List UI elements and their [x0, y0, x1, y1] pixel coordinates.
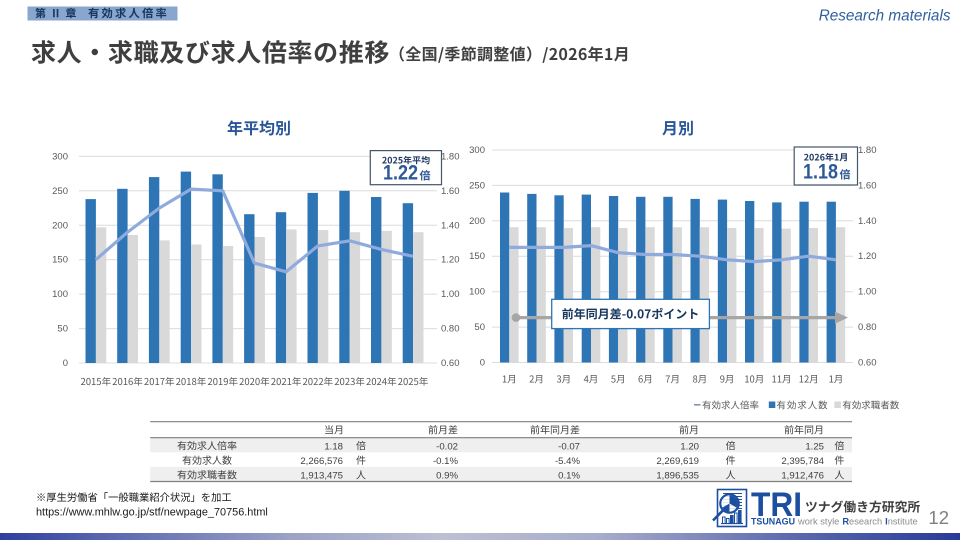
svg-text:1.80: 1.80: [441, 151, 460, 162]
svg-text:1.20: 1.20: [680, 441, 699, 452]
svg-text:0: 0: [63, 358, 68, 369]
svg-text:1.00: 1.00: [858, 287, 877, 298]
svg-text:1.80: 1.80: [858, 145, 877, 156]
svg-text:0.60: 0.60: [858, 358, 877, 369]
svg-text:2,269,619: 2,269,619: [656, 456, 699, 467]
svg-text:1,912,476: 1,912,476: [781, 471, 824, 482]
svg-text:0.60: 0.60: [441, 358, 460, 369]
svg-text:1.20: 1.20: [858, 251, 877, 262]
svg-text:1,896,535: 1,896,535: [656, 471, 699, 482]
svg-text:Research materials: Research materials: [819, 8, 951, 25]
svg-text:100: 100: [469, 287, 485, 298]
svg-text:1.60: 1.60: [858, 180, 877, 191]
svg-text:https://www.mhlw.go.jp/stf/new: https://www.mhlw.go.jp/stf/newpage_70756…: [36, 507, 268, 519]
svg-text:1.00: 1.00: [441, 289, 460, 300]
svg-text:300: 300: [52, 151, 68, 162]
svg-text:1.40: 1.40: [858, 216, 877, 227]
svg-text:150: 150: [52, 255, 68, 266]
svg-text:1.20: 1.20: [441, 255, 460, 266]
svg-text:-0.07: -0.07: [558, 441, 580, 452]
svg-text:1.22: 1.22: [383, 162, 418, 185]
svg-text:TRI: TRI: [751, 486, 802, 524]
svg-text:250: 250: [469, 180, 485, 191]
svg-text:0.1%: 0.1%: [558, 471, 580, 482]
svg-text:2,266,576: 2,266,576: [300, 456, 343, 467]
svg-text:1.18: 1.18: [803, 161, 838, 184]
svg-text:-5.4%: -5.4%: [555, 456, 581, 467]
svg-text:1.18: 1.18: [324, 441, 343, 452]
svg-text:0.9%: 0.9%: [436, 471, 458, 482]
svg-text:0.80: 0.80: [441, 324, 460, 335]
svg-text:50: 50: [57, 324, 68, 335]
svg-text:1.40: 1.40: [441, 220, 460, 231]
svg-text:0.80: 0.80: [858, 322, 877, 333]
svg-text:100: 100: [52, 289, 68, 300]
svg-text:-0.1%: -0.1%: [433, 456, 459, 467]
svg-text:150: 150: [469, 251, 485, 262]
svg-text:-0.02: -0.02: [436, 441, 458, 452]
svg-text:200: 200: [52, 220, 68, 231]
svg-text:2,395,784: 2,395,784: [781, 456, 824, 467]
svg-text:1.60: 1.60: [441, 186, 460, 197]
svg-text:1,913,475: 1,913,475: [300, 471, 343, 482]
svg-text:300: 300: [469, 145, 485, 156]
svg-text:200: 200: [469, 216, 485, 227]
svg-text:50: 50: [474, 322, 485, 333]
svg-text:250: 250: [52, 186, 68, 197]
svg-text:0: 0: [480, 358, 485, 369]
svg-text:12: 12: [928, 507, 949, 528]
svg-text:1.25: 1.25: [805, 441, 824, 452]
